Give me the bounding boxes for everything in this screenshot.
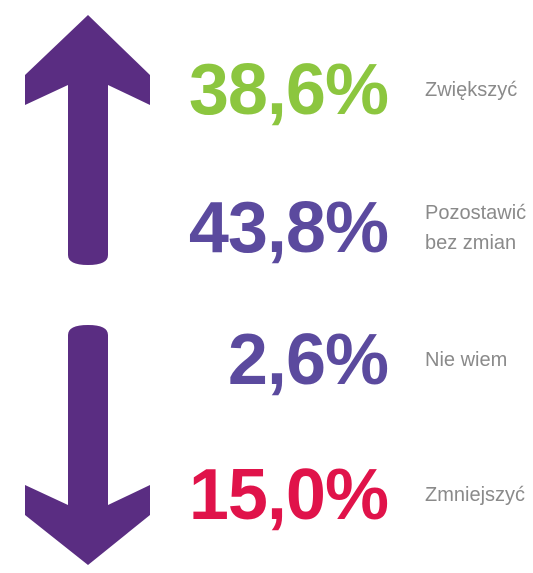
answer-label: Nie wiem bbox=[425, 349, 508, 371]
percentage: 15,0% bbox=[188, 455, 389, 535]
answer-label: Pozostawić bez zmian bbox=[425, 202, 527, 254]
arrow-up bbox=[25, 15, 150, 265]
percentage: 43,8% bbox=[188, 188, 389, 268]
answer-label: Zwiększyć bbox=[425, 79, 518, 101]
percentage: 38,6% bbox=[188, 50, 389, 130]
percentage: 2,6% bbox=[227, 320, 389, 400]
arrow-down bbox=[25, 325, 150, 565]
answer-label: Zmniejszyć bbox=[425, 484, 526, 506]
